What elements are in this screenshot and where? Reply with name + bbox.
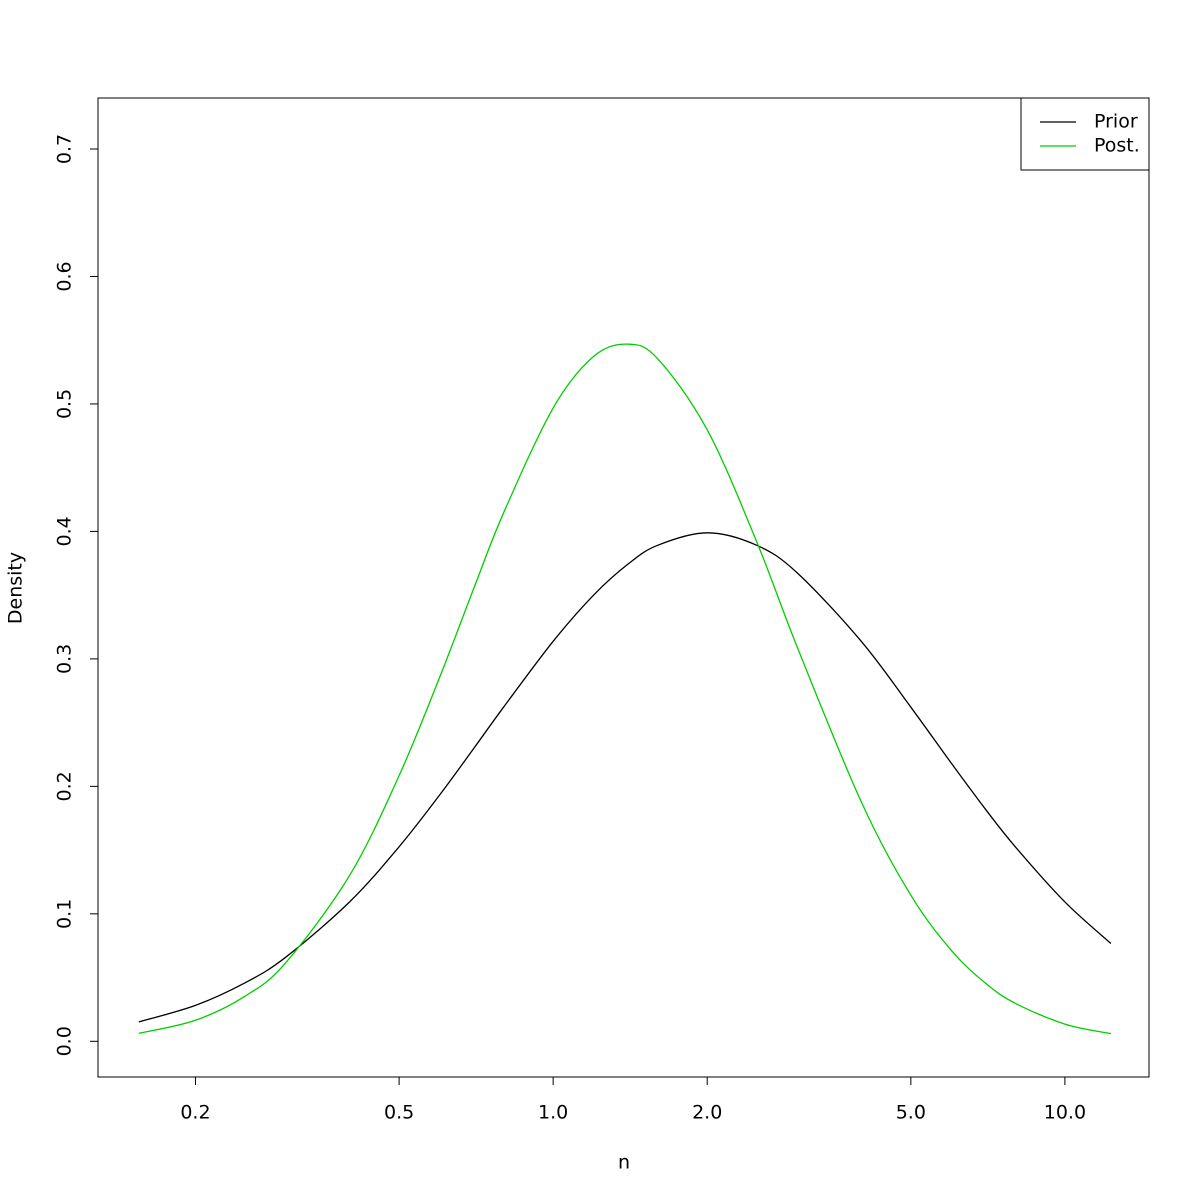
y-axis-label: Density: [5, 552, 27, 624]
plot-frame: [97, 97, 1150, 1078]
y-tick-label: 0.4: [54, 516, 76, 546]
x-tick-label: 10.0: [1044, 1102, 1086, 1124]
y-tick-label: 0.5: [54, 389, 76, 419]
x-tick-label: 1.0: [538, 1102, 568, 1124]
y-tick-label: 0.0: [54, 1026, 76, 1056]
x-tick-label: 0.5: [384, 1102, 414, 1124]
x-tick-label: 0.2: [180, 1102, 210, 1124]
x-tick-label: 5.0: [896, 1102, 926, 1124]
y-tick-label: 0.6: [54, 261, 76, 291]
line-series: [138, 532, 1112, 1023]
legend-box: [1020, 97, 1150, 171]
y-tick-label: 0.3: [54, 644, 76, 674]
x-axis-label: n: [618, 1152, 630, 1174]
y-tick-label: 0.7: [54, 134, 76, 164]
legend-label: Post.: [1094, 135, 1140, 157]
legend-label: Prior: [1094, 111, 1138, 133]
line-series: [138, 343, 1112, 1035]
y-tick-label: 0.2: [54, 771, 76, 801]
y-tick-label: 0.1: [54, 899, 76, 929]
x-tick-label: 2.0: [692, 1102, 722, 1124]
